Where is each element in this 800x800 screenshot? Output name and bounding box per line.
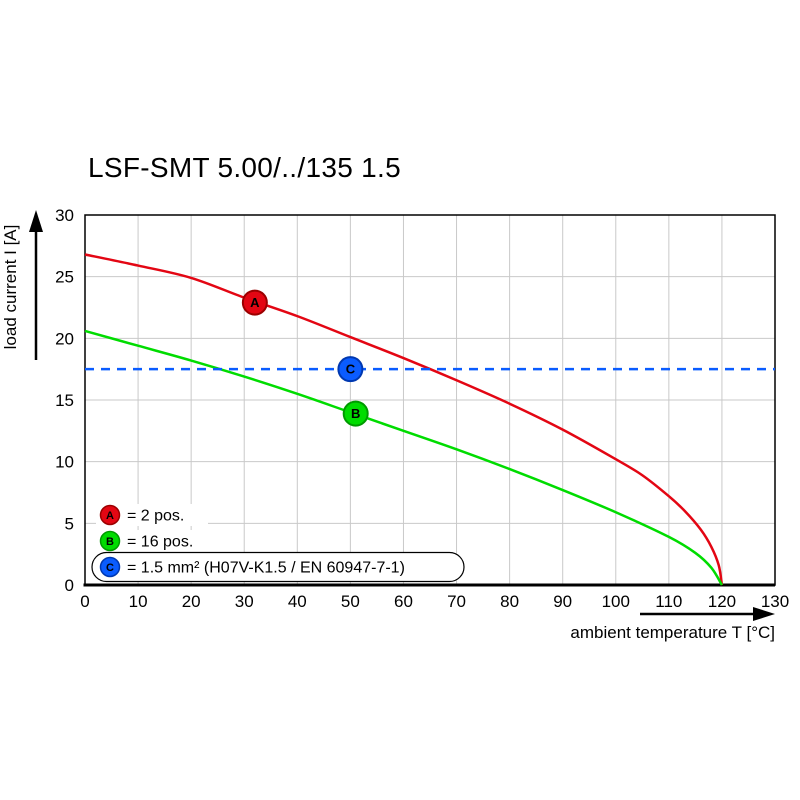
legend-C-label: = 1.5 mm² (H07V-K1.5 / EN 60947-7-1)	[127, 560, 405, 577]
marker-A: A	[241, 289, 268, 316]
chart-title: LSF-SMT 5.00/../135 1.5	[88, 152, 401, 183]
marker-A-circle	[241, 289, 268, 316]
x-tick-label: 80	[500, 592, 519, 611]
legend-bg	[96, 504, 208, 526]
legend-B-label: = 16 pos.	[127, 534, 193, 551]
marker-C-letter: C	[346, 362, 356, 377]
y-tick-label: 30	[55, 206, 74, 225]
legend-item-A: A = 2 pos.	[96, 504, 208, 526]
x-tick-label: 90	[553, 592, 572, 611]
gridlines	[85, 215, 775, 585]
x-tick-label: 110	[655, 592, 682, 611]
y-axis-arrow	[29, 210, 43, 360]
legend-B-letter: B	[106, 536, 114, 548]
marker-B-letter: B	[351, 406, 360, 421]
legend-item-B: B = 16 pos.	[96, 530, 217, 552]
x-tick-label: 0	[80, 592, 89, 611]
legend-A-letter: A	[106, 510, 114, 522]
x-tick-label: 10	[129, 592, 148, 611]
x-axis-arrow	[640, 607, 775, 621]
y-tick-label: 5	[65, 514, 74, 533]
x-tick-label: 20	[182, 592, 201, 611]
marker-C: C	[337, 356, 364, 383]
y-tick-label: 20	[55, 329, 74, 348]
legend-A-label: = 2 pos.	[127, 508, 184, 525]
marker-C-circle	[337, 356, 364, 383]
legend-C-icon	[99, 556, 121, 578]
y-tick-label: 0	[65, 576, 74, 595]
x-tick-label: 60	[394, 592, 413, 611]
marker-B-circle	[342, 400, 369, 427]
derating-chart: A B C A = 2 pos. B = 16 pos. C = 1.5 mm² (H07V-K…	[1, 206, 789, 642]
x-tick-label: 40	[288, 592, 307, 611]
x-tick-label: 30	[235, 592, 254, 611]
y-tick-label: 15	[55, 391, 74, 410]
x-axis-label: ambient temperature T [°C]	[570, 623, 775, 642]
legend-box	[91, 551, 465, 583]
x-tick-label: 70	[447, 592, 466, 611]
legend-bg	[96, 530, 217, 552]
series-A-line	[84, 253, 724, 586]
legend-A-icon	[99, 504, 121, 526]
marker-B: B	[342, 400, 369, 427]
series-B-line	[84, 329, 723, 586]
y-axis-label: load current I [A]	[1, 225, 20, 350]
x-tick-label: 100	[602, 592, 630, 611]
x-tick-label: 50	[341, 592, 360, 611]
legend-item-C: C = 1.5 mm² (H07V-K1.5 / EN 60947-7-1)	[91, 551, 465, 583]
y-tick-labels: 0 5 10 15 20 25 30	[55, 206, 74, 595]
x-tick-labels: 0 10 20 30 40 50 60 70 80 90 100 110 120 130	[80, 592, 789, 611]
marker-A-letter: A	[250, 295, 260, 310]
legend-C-letter: C	[106, 562, 114, 574]
y-tick-label: 25	[55, 268, 74, 287]
y-tick-label: 10	[55, 453, 74, 472]
x-tick-label: 130	[761, 592, 789, 611]
x-tick-label: 120	[708, 592, 736, 611]
legend-B-icon	[99, 530, 121, 552]
